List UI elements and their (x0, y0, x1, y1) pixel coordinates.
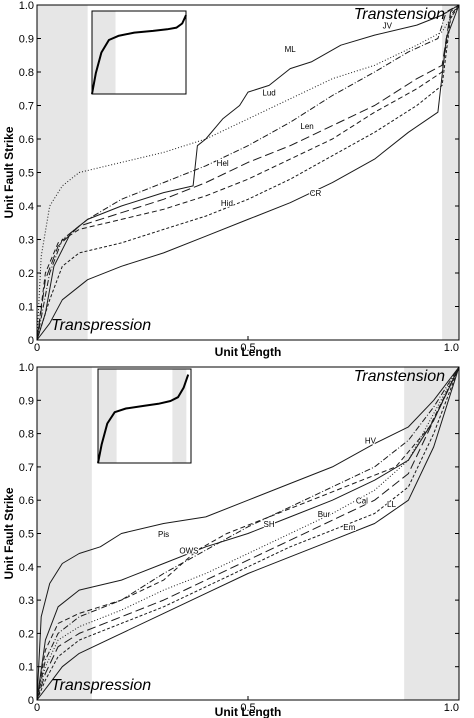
y-tick-label: 0.3 (19, 235, 34, 247)
x-tick-label: 0 (34, 702, 40, 714)
series-line-sh (36, 366, 460, 701)
series-line-cr (36, 4, 460, 341)
y-tick-label: 0.6 (19, 495, 34, 507)
y-tick-label: 0 (28, 335, 34, 347)
inset-shaded-band-1 (92, 11, 116, 94)
series-line-cal (36, 366, 460, 701)
inset-curve (97, 374, 190, 464)
series-label-bur: Bur (318, 510, 331, 519)
series-line-hv (36, 366, 460, 701)
y-axis-title: Unit Fault Strike (2, 487, 16, 579)
y-tick-label: 0.5 (19, 168, 34, 180)
y-tick-label: 0.2 (19, 628, 34, 640)
y-tick-label: 0.5 (19, 529, 34, 541)
series-line-em (36, 366, 460, 701)
x-axis-title: Unit Length (215, 705, 282, 718)
y-tick-label: 0.4 (19, 562, 34, 574)
y-tick-label: 1.0 (19, 362, 34, 374)
x-tick-label: 0.5 (240, 342, 255, 354)
series-label-sh: SH (264, 520, 275, 529)
series-label-hid: Hid (221, 199, 233, 208)
y-tick-label: 0.4 (19, 201, 34, 213)
shaded-band-2 (442, 5, 459, 340)
inset-frame (91, 10, 187, 95)
x-tick-label: 1.0 (444, 342, 459, 354)
x-tick-label: 1.0 (444, 702, 459, 714)
y-tick-label: 0.1 (19, 302, 34, 314)
series-line-pis (36, 366, 460, 701)
series-line-bur (36, 366, 460, 701)
y-tick-label: 0.8 (19, 429, 34, 441)
y-tick-label: 0.1 (19, 662, 34, 674)
annotation-transtension: Transtension (354, 368, 445, 385)
series-label-ll: LL (387, 500, 396, 509)
inset-shaded-band-2 (172, 369, 187, 463)
annotation-transtension: Transtension (354, 6, 445, 23)
series-label-hel: Hel (217, 159, 229, 168)
x-tick-label: 0.5 (240, 702, 255, 714)
y-tick-label: 1.0 (19, 0, 34, 12)
inset-curve (91, 14, 187, 95)
inset-frame (97, 368, 192, 464)
y-tick-label: 0.2 (19, 268, 34, 280)
series-label-len: Len (300, 122, 313, 131)
y-tick-label: 0 (28, 695, 34, 707)
x-tick-label: 0 (34, 342, 40, 354)
x-axis-title: Unit Length (215, 345, 282, 359)
y-tick-label: 0.7 (19, 101, 34, 113)
series-label-hv: HV (365, 437, 377, 446)
y-tick-label: 0.6 (19, 134, 34, 146)
annotation-transpression: Transpression (51, 317, 151, 334)
series-label-em: Em (343, 523, 355, 532)
chart-panel-1: ML JV Lud Len Hel Hid CR 0 0.1 0.2 0.3 0.4 0.5 0.6 0.7… (2, 0, 460, 359)
series-label-ml: ML (285, 45, 297, 54)
series-label-pis: Pis (158, 530, 169, 539)
series-line-len (36, 4, 460, 341)
series-label-lud: Lud (262, 88, 275, 97)
y-tick-label: 0.8 (19, 67, 34, 79)
series-line-ll (36, 366, 460, 701)
y-axis-title: Unit Fault Strike (2, 126, 16, 218)
series-line-hel (36, 4, 460, 341)
series-line-jv (36, 4, 460, 341)
y-tick-label: 0.9 (19, 34, 34, 46)
shaded-band-2 (404, 367, 459, 700)
series-label-jv: JV (383, 21, 393, 30)
inset-plot (97, 368, 192, 464)
series-label-ows: OWS (179, 546, 198, 555)
y-tick-label: 0.7 (19, 462, 34, 474)
annotation-transpression: Transpression (51, 677, 151, 694)
series-line-ows (36, 366, 460, 701)
shaded-band-1 (37, 367, 92, 700)
series-label-cal: Cal (356, 497, 368, 506)
series-label-cr: CR (310, 189, 322, 198)
series-line-hid (36, 4, 460, 341)
y-tick-label: 0.9 (19, 395, 34, 407)
inset-plot (91, 10, 187, 95)
y-tick-label: 0.3 (19, 595, 34, 607)
chart-panel-2: HV Pis OWS SH Bur Cal LL Em 0 0.1 0.2 0.3 0.4 0.5 0.6 0… (2, 362, 460, 718)
